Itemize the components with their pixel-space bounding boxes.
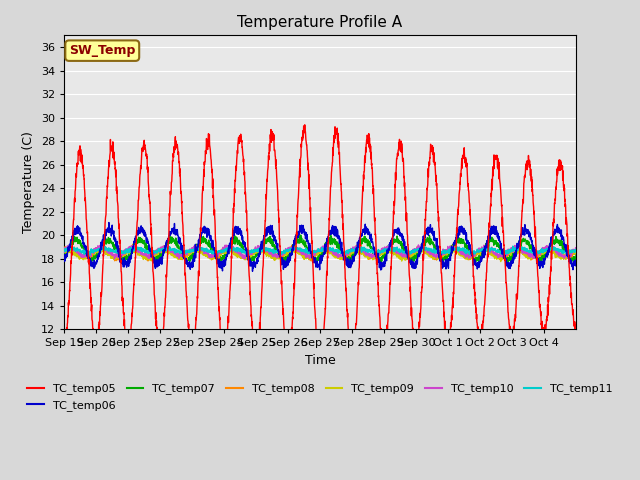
X-axis label: Time: Time	[305, 354, 335, 367]
Y-axis label: Temperature (C): Temperature (C)	[22, 132, 35, 233]
Text: SW_Temp: SW_Temp	[69, 44, 136, 57]
Legend: TC_temp05, TC_temp06, TC_temp07, TC_temp08, TC_temp09, TC_temp10, TC_temp11: TC_temp05, TC_temp06, TC_temp07, TC_temp…	[23, 379, 617, 415]
Title: Temperature Profile A: Temperature Profile A	[237, 15, 403, 30]
